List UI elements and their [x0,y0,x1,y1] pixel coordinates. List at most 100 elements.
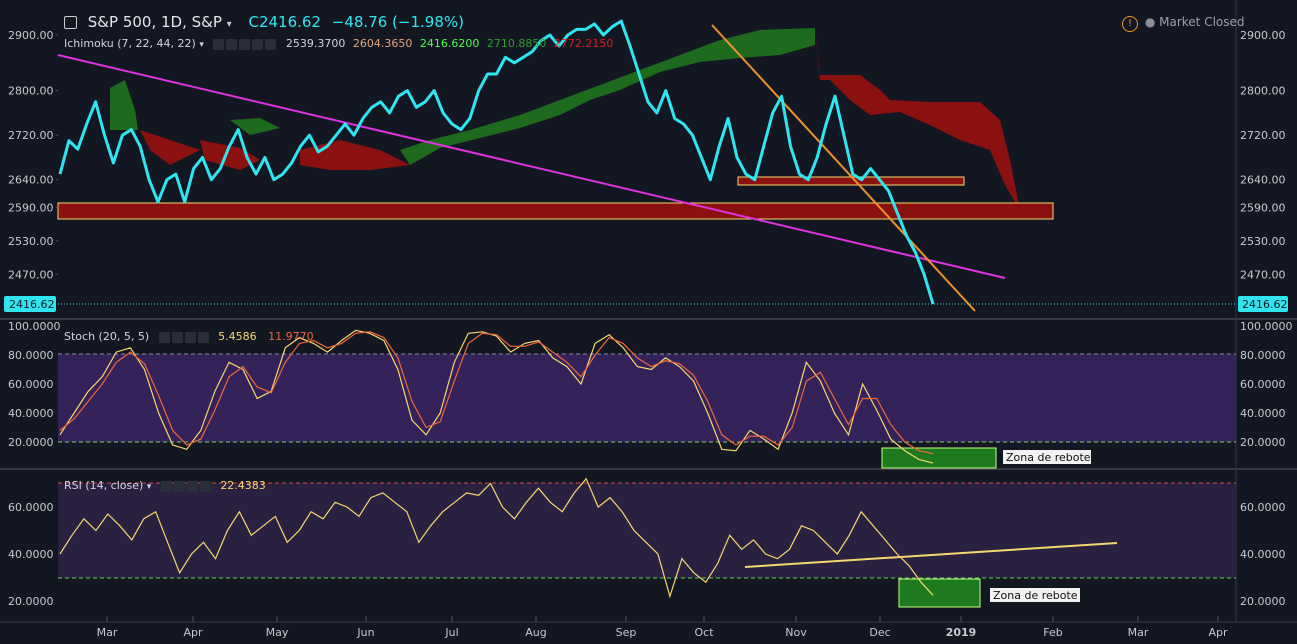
stoch-label: Stoch (20, 5, 5) [64,330,150,343]
stoch-zone-label: Zona de rebote [1006,451,1091,464]
time-tick: Apr [1208,626,1228,639]
time-tick: 2019 [946,626,977,639]
stoch-line-1 [59,331,934,455]
price-tick-left: 2590.00 [8,202,54,215]
collapse-icon[interactable] [64,16,77,29]
alert-icon: ! [1122,16,1138,32]
time-tick: Oct [694,626,714,639]
chevron-down-icon[interactable]: ▾ [226,19,232,30]
symbol-title[interactable]: S&P 500, 1D, S&P [87,13,222,31]
time-tick: May [266,626,289,639]
stoch-legend[interactable]: Stoch (20, 5, 5) 5.4586 11.9770 [64,330,314,343]
stoch-axis-labels[interactable]: 100.0000 100.0000 80.0000 80.0000 60.0000 60.… [8,320,1293,449]
stoch-k: 5.4586 [218,330,257,343]
stoch-zone-label-bg [1003,450,1091,464]
rsi-axis-labels[interactable]: 60.0000 60.0000 40.0000 40.0000 20.0000 20.00… [8,501,1286,608]
chart-header: S&P 500, 1D, S&P ▾ C2416.62 −48.76 (−1.9… [64,13,464,31]
stoch-tick-left: 80.0000 [8,349,54,362]
ichimoku-val-4: 2772.2150 [553,37,614,50]
rsi-tick-right: 60.0000 [1240,501,1286,514]
stoch-tick-left: 40.0000 [8,407,54,420]
stoch-series [59,329,934,464]
stoch-tick-left: 20.0000 [8,436,54,449]
price-series [58,19,935,305]
rsi-label: RSI (14, close) [64,479,144,492]
stoch-rebound-zone[interactable] [881,447,997,469]
time-tick: Jul [444,626,458,639]
rsi-tick-left: 40.0000 [8,548,54,561]
ichimoku-label: Ichimoku (7, 22, 44, 22) [64,37,196,50]
time-tick: Dec [869,626,890,639]
time-tick: Sep [616,626,637,639]
stoch-tick-right: 80.0000 [1240,349,1286,362]
time-tick: Feb [1043,626,1062,639]
price-tick-right: 2530.00 [1240,235,1286,248]
price-tick-left: 2530.00 [8,235,54,248]
price-tick-right: 2640.00 [1240,174,1286,187]
price-axis-labels[interactable]: 2900.00 2900.00 2800.00 2800.00 2720.00 2720.… [8,29,1286,281]
ichimoku-val-2: 2416.6200 [419,37,480,50]
magenta-trendline[interactable] [57,54,1006,279]
support-zone-2640[interactable] [737,176,965,186]
time-tick: Jun [356,626,374,639]
ichimoku-legend[interactable]: Ichimoku (7, 22, 44, 22) ▾ 2539.3700 260… [64,37,613,50]
rsi-line [59,477,934,599]
indicator-buttons[interactable] [213,37,278,50]
stoch-line-0 [59,329,934,464]
price-tick-right: 2900.00 [1240,29,1286,42]
price-tick-left: 2720.00 [8,129,54,142]
time-tick: Apr [183,626,203,639]
rsi-tick-left: 60.0000 [8,501,54,514]
rsi-band [58,483,1236,578]
rsi-value: 22.4383 [220,479,266,492]
ichimoku-val-3: 2710.8850 [486,37,547,50]
last-price-tag-left-text: 2416.62 [9,298,55,311]
time-tick: Aug [525,626,546,639]
stoch-tick-right: 60.0000 [1240,378,1286,391]
time-axis-labels[interactable]: Mar Apr May Jun Jul Aug Sep Oct Nov Dec 2019 Feb Mar… [97,616,1228,639]
last-price-tag-right [1238,296,1288,312]
last-price-tag-left [4,296,56,312]
orange-trendline[interactable] [711,24,976,312]
rsi-tick-left: 20.0000 [8,595,54,608]
last-close: C2416.62 [248,13,321,31]
market-status-text: Market Closed [1159,15,1245,29]
last-price-tag-right-text: 2416.62 [1242,298,1288,311]
rsi-series [59,477,934,599]
rsi-trendline[interactable] [744,542,1118,568]
price-line [58,19,935,305]
status-dot: ● [1144,15,1156,29]
price-change: −48.76 (−1.98%) [331,13,464,31]
rsi-zone-label: Zona de rebote [993,589,1078,602]
time-tick: Nov [785,626,807,639]
chevron-down-icon[interactable]: ▾ [146,482,152,492]
indicator-buttons[interactable] [160,479,213,492]
price-tick-left: 2800.00 [8,85,54,98]
stoch-tick-left: 100.0000 [8,320,61,333]
chevron-down-icon[interactable]: ▾ [199,40,204,50]
rsi-legend[interactable]: RSI (14, close) ▾ 22.4383 [64,479,266,492]
price-tick-right: 2470.00 [1240,268,1286,281]
indicator-buttons[interactable] [158,330,211,343]
support-zone-2590[interactable] [57,202,1054,220]
stoch-tick-right: 100.0000 [1240,320,1293,333]
time-tick: Mar [97,626,118,639]
rsi-zone-label-bg [990,588,1080,602]
stoch-tick-left: 60.0000 [8,378,54,391]
time-tick: Mar [1128,626,1149,639]
price-tick-left: 2640.00 [8,174,54,187]
stoch-tick-right: 20.0000 [1240,436,1286,449]
market-status[interactable]: ! ● Market Closed [1122,15,1245,32]
price-tick-left: 2900.00 [8,29,54,42]
rsi-tick-right: 20.0000 [1240,595,1286,608]
ichimoku-val-0: 2539.3700 [285,37,346,50]
stoch-tick-right: 40.0000 [1240,407,1286,420]
price-tick-right: 2590.00 [1240,202,1286,215]
price-tick-right: 2800.00 [1240,85,1286,98]
stoch-d: 11.9770 [268,330,314,343]
rsi-rebound-zone[interactable] [898,578,981,608]
price-tick-left: 2470.00 [8,268,54,281]
price-tick-right: 2720.00 [1240,129,1286,142]
stoch-band [58,354,1236,442]
